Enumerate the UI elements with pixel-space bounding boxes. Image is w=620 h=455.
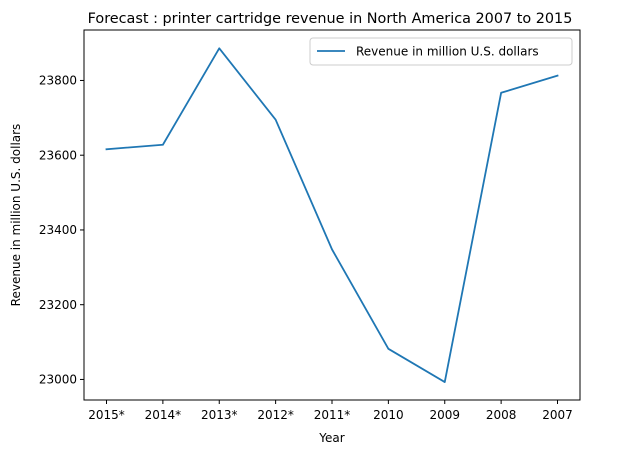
x-tick-label: 2011* xyxy=(314,408,351,422)
legend-label: Revenue in million U.S. dollars xyxy=(356,45,539,59)
y-tick-label: 23800 xyxy=(39,74,77,88)
series-line xyxy=(105,47,559,383)
series-layer xyxy=(105,47,559,383)
y-axis-label: Revenue in million U.S. dollars xyxy=(9,124,23,307)
y-tick-label: 23000 xyxy=(39,373,77,387)
plot-area xyxy=(83,29,581,401)
chart-title: Forecast : printer cartridge revenue in … xyxy=(88,11,573,27)
legend: Revenue in million U.S. dollars xyxy=(309,37,573,66)
x-tick-label: 2012* xyxy=(257,408,294,422)
x-tick-label: 2013* xyxy=(201,408,238,422)
x-tick-label: 2007 xyxy=(542,408,573,422)
y-tick-label: 23400 xyxy=(39,223,77,237)
plot-frame xyxy=(83,29,581,401)
legend-box xyxy=(309,37,573,66)
x-tick-label: 2009 xyxy=(429,408,460,422)
x-axis-ticks: 2015* 2014* 2013* 2012* 2011* 2010 2009 2008 200… xyxy=(88,400,573,422)
y-tick-label: 23600 xyxy=(39,148,77,162)
x-tick-label: 2014* xyxy=(145,408,182,422)
x-tick-label: 2010 xyxy=(373,408,404,422)
x-tick-label: 2008 xyxy=(486,408,517,422)
x-tick-label: 2015* xyxy=(88,408,125,422)
y-tick-label: 23200 xyxy=(39,298,77,312)
y-axis-ticks: 23000 23200 23400 23600 23800 xyxy=(39,74,84,387)
x-axis-label: Year xyxy=(318,431,344,445)
